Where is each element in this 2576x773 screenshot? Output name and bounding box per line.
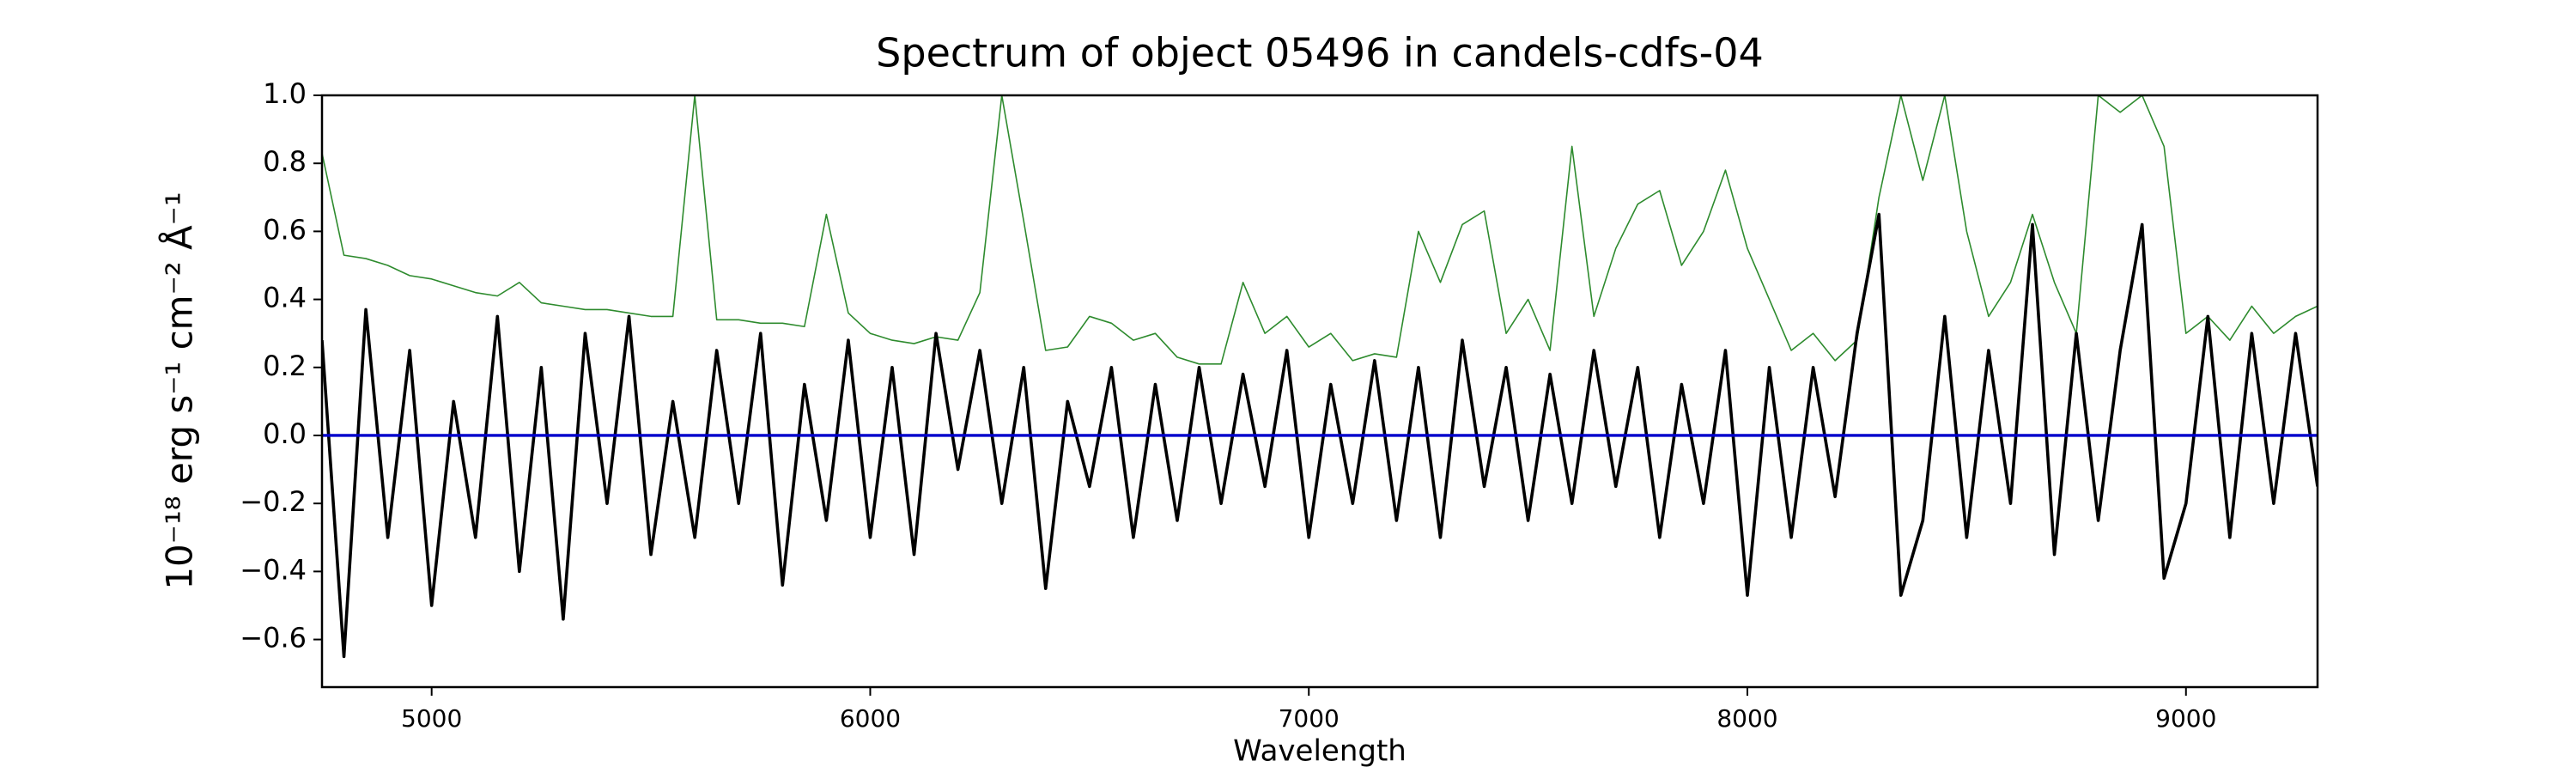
y-tick-label: 0.4 — [263, 282, 307, 314]
y-tick-label: 0.2 — [263, 350, 307, 382]
chart-title: Spectrum of object 05496 in candels-cdfs… — [876, 30, 1764, 76]
y-tick-label: 0.6 — [263, 213, 307, 246]
y-tick-label: −0.2 — [240, 485, 307, 518]
x-axis-label: Wavelength — [1233, 734, 1406, 769]
y-tick-label: 0.8 — [263, 145, 307, 178]
series-line — [322, 212, 2318, 659]
x-tick-label: 7000 — [1279, 704, 1340, 733]
x-tick-label: 9000 — [2155, 704, 2216, 733]
series-line — [322, 95, 2318, 365]
axes-frame — [320, 94, 2319, 689]
y-tick-label: 1.0 — [263, 77, 307, 110]
x-tick-label: 5000 — [401, 704, 462, 733]
x-tick-label: 8000 — [1716, 704, 1777, 733]
plot-area — [322, 95, 2318, 659]
y-tick-label: 0.0 — [263, 417, 307, 450]
y-tick-label: −0.4 — [240, 553, 307, 586]
x-tick-label: 6000 — [840, 704, 901, 733]
y-tick-label: −0.6 — [240, 622, 307, 654]
y-axis-label: 10⁻¹⁸ erg s⁻¹ cm⁻² Å⁻¹ — [158, 192, 201, 589]
